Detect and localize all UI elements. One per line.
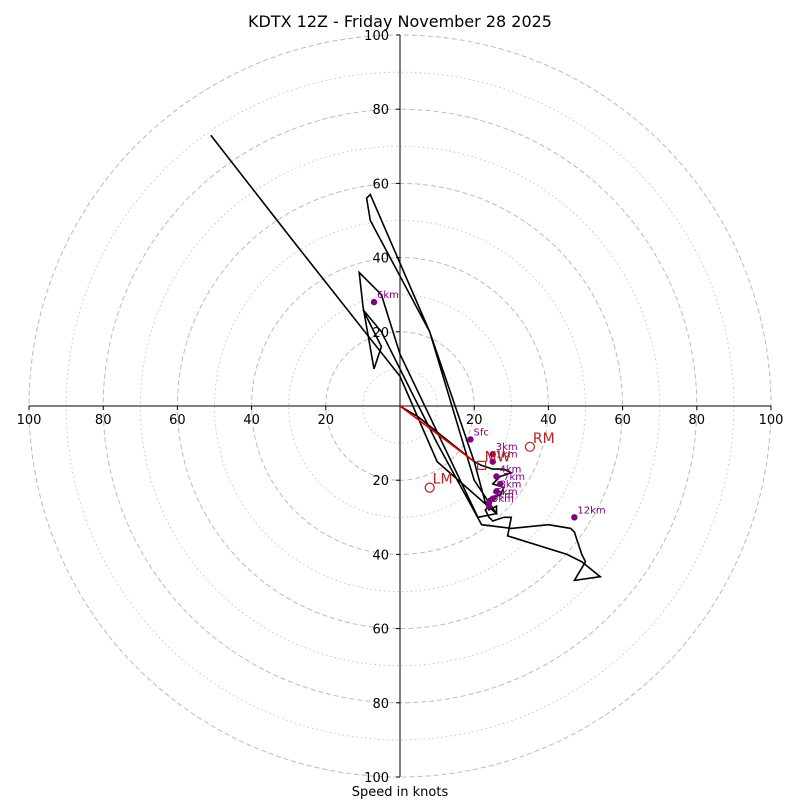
height-marker-dot-2 [370,298,378,306]
height-marker-label-2: 6km [377,290,399,301]
tick-label-right-1: 80 [689,413,706,428]
height-marker-label-10: 9km [492,494,514,505]
height-marker-dot-3 [571,514,578,521]
tick-label-bottom-3: 40 [372,548,389,563]
hodograph-trace [210,134,603,582]
storm-motion-label-0: RM [533,431,555,447]
tick-label-left-0: 100 [17,413,42,428]
tick-label-right-4: 20 [466,413,483,428]
storm-motions: RM LM MW [424,431,555,493]
tick-label-top-2: 60 [372,177,389,192]
height-marker-dot-10 [485,502,493,510]
height-marker-label-0: Sfc [473,427,488,438]
tick-label-left-3: 40 [243,413,260,428]
height-marker-label-8: 8km [499,479,521,490]
tick-label-bottom-1: 80 [372,697,389,712]
tick-label-bottom-0: 100 [364,771,389,786]
height-marker-label-5: 4km [499,464,521,475]
height-marker-label-3: 12km [577,505,605,516]
tick-label-top-1: 80 [372,103,389,118]
chart-title: KDTX 12Z - Friday November 28 2025 [248,12,552,31]
height-marker-dot-5 [493,473,500,480]
height-marker-label-9: 2km [492,490,514,501]
tick-label-bottom-2: 60 [372,623,389,638]
tick-label-top-0: 100 [364,29,389,44]
axis-tick-labels: 100 100 100 100 80 80 80 80 60 60 60 60 40 40 40 40 20 20… [17,29,784,786]
height-marker-label-4: 1km [496,450,518,461]
height-marker-dot-4 [489,458,496,465]
height-marker-dot-8 [493,488,500,495]
tick-label-left-2: 60 [169,413,186,428]
tick-label-right-3: 40 [540,413,557,428]
tick-label-right-0: 100 [759,413,784,428]
height-marker-label-7: 5km [496,487,518,498]
storm-motion-label-2: MW [485,449,511,465]
tick-label-top-3: 40 [372,252,389,267]
height-marker-dot-6 [496,480,504,488]
tick-label-bottom-4: 20 [372,474,389,489]
storm-motion-marker-2 [477,460,487,470]
tick-label-right-2: 60 [614,413,631,428]
height-marker-label-1: 3km [496,442,518,453]
tick-label-left-1: 80 [95,413,112,428]
hodograph-line [210,134,603,582]
height-marker-dot-1 [489,451,496,458]
tick-label-left-4: 20 [318,413,335,428]
height-marker-dot-0 [467,436,474,443]
shear-vector-line [399,405,475,463]
storm-motion-label-1: LM [433,472,453,488]
storm-motion-marker-1 [424,482,435,493]
height-marker-label-6: 7km [503,472,525,483]
x-axis-label: Speed in knots [352,785,449,800]
storm-motion-marker-0 [524,441,535,452]
